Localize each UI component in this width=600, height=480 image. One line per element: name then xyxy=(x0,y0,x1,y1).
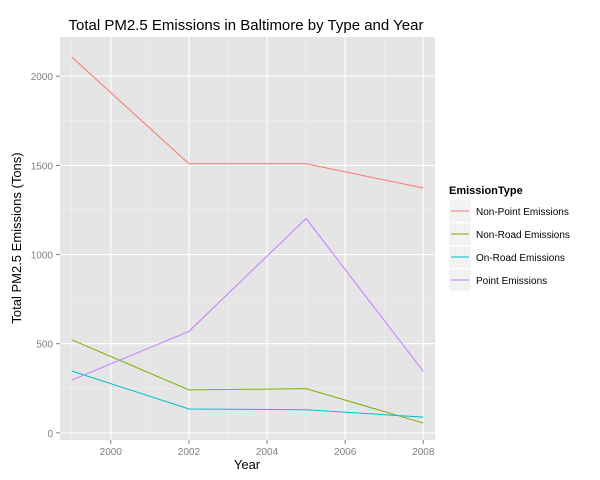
y-tick-label: 1000 xyxy=(31,251,54,262)
y-axis-ticks: 0 500 1000 1500 2000 xyxy=(31,72,60,440)
legend-label-on-road-emissions: On-Road Emissions xyxy=(476,253,565,264)
y-tick-label: 1500 xyxy=(31,161,54,172)
x-tick-label: 2002 xyxy=(178,447,201,458)
x-tick-label: 2008 xyxy=(412,447,435,458)
legend: EmissionType Non-Point Emissions Non-Road… xyxy=(449,185,570,291)
legend-label-point-emissions: Point Emissions xyxy=(476,276,547,287)
y-axis-label: Total PM2.5 Emissions (Tons) xyxy=(9,152,24,323)
x-axis-ticks: 2000 2002 2004 2006 2008 xyxy=(100,440,435,458)
legend-label-non-point-emissions: Non-Point Emissions xyxy=(476,207,569,218)
y-tick-label: 500 xyxy=(36,340,53,351)
legend-label-non-road-emissions: Non-Road Emissions xyxy=(476,230,570,241)
legend-title: EmissionType xyxy=(449,185,523,197)
y-tick-label: 0 xyxy=(47,429,53,440)
chart-title: Total PM2.5 Emissions in Baltimore by Ty… xyxy=(69,17,424,34)
y-tick-label: 2000 xyxy=(31,72,54,83)
x-tick-label: 2000 xyxy=(100,447,123,458)
x-tick-label: 2006 xyxy=(334,447,357,458)
x-axis-label: Year xyxy=(234,457,261,472)
